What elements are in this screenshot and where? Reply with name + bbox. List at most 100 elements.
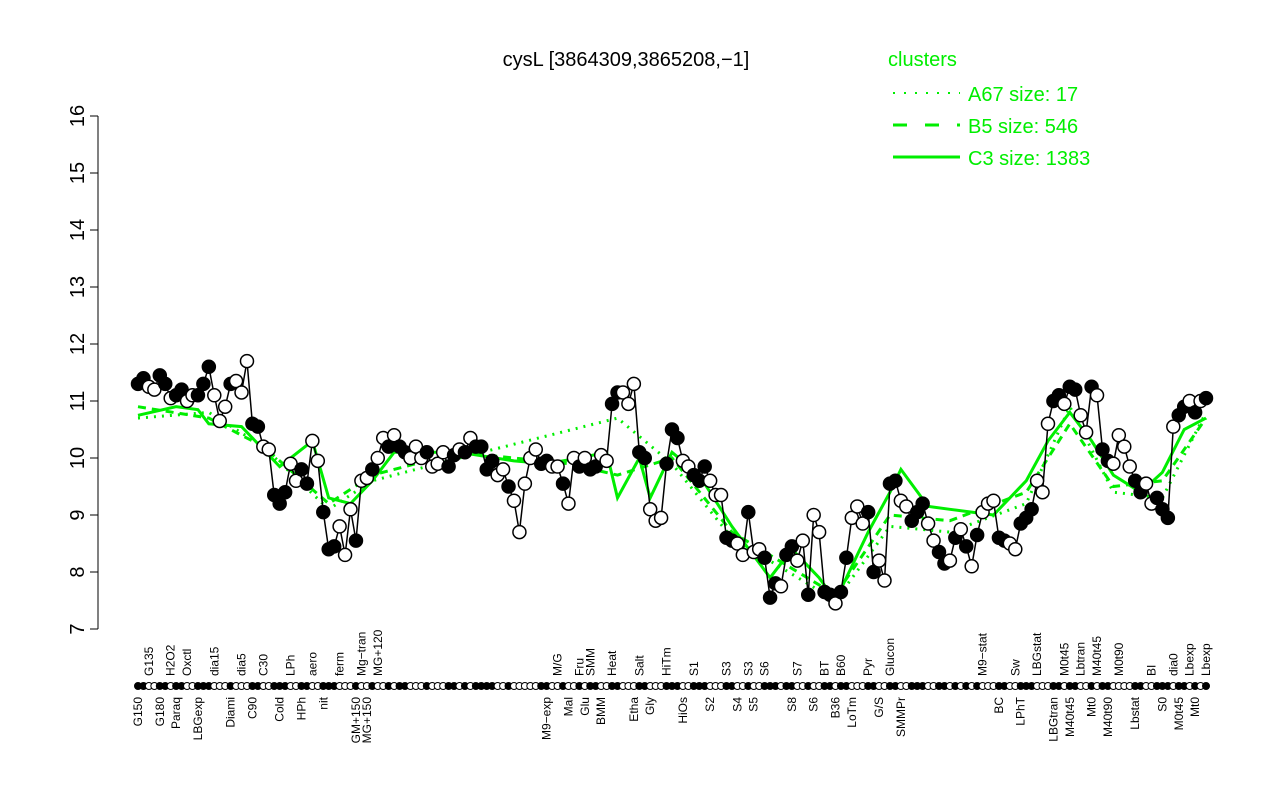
data-point [795, 533, 811, 548]
data-point [866, 564, 881, 580]
x-tick-label: LPhT [1014, 696, 1028, 725]
data-point [1073, 408, 1088, 423]
x-tick-label: LPh [284, 655, 298, 676]
x-tick-label: dia5 [235, 653, 249, 676]
y-tick-label: 16 [67, 105, 89, 127]
data-point [326, 539, 342, 554]
data-point [370, 450, 386, 466]
data-point [604, 396, 620, 412]
data-point [790, 553, 805, 568]
x-tick-label: Oxctl [180, 649, 194, 676]
x-tick-label: Diami [224, 697, 238, 728]
data-point [1122, 459, 1137, 474]
x-tick-label: C90 [245, 697, 259, 719]
data-point [157, 376, 173, 392]
y-axis: 7 8 9 10 11 12 13 14 15 16 [67, 105, 99, 635]
x-tick-label: G/S [872, 697, 886, 718]
data-point [561, 496, 576, 511]
data-point [1106, 456, 1121, 471]
data-point [773, 579, 789, 594]
data-point [969, 527, 985, 543]
x-tick-label: GM+150 [349, 697, 363, 744]
data-point [915, 496, 930, 511]
x-tick-label: Mal [561, 697, 575, 716]
x-tick-label: Pyr [861, 658, 875, 676]
data-point [762, 590, 778, 605]
x-tick-label: Lbstat [1128, 696, 1142, 729]
x-tick-label: M9−exp [540, 697, 554, 740]
data-point [702, 473, 718, 489]
x-tick-label: M/G [551, 653, 565, 676]
x-tick-label: C30 [256, 654, 270, 676]
x-tick-label: BT [818, 660, 832, 676]
x-tick-label: S2 [703, 697, 717, 712]
data-point [1067, 382, 1083, 397]
x-tick-label: Glu [578, 697, 592, 716]
data-point [234, 385, 249, 400]
data-point [713, 487, 729, 503]
x-tick-label: S7 [790, 661, 804, 676]
data-point [1138, 476, 1154, 491]
data-point [386, 427, 402, 443]
data-point [1160, 510, 1176, 526]
data-point [942, 553, 958, 568]
x-tick-label: LBGtran [1046, 697, 1060, 742]
data-point [305, 433, 320, 449]
x-tick-label: G135 [142, 646, 156, 676]
data-point [1024, 502, 1039, 517]
x-tick-label: H2O2 [164, 644, 178, 676]
data-point [512, 524, 527, 540]
x-tick-label: MG+150 [360, 697, 374, 744]
data-point [277, 484, 293, 500]
data-point [577, 450, 593, 466]
data-point [953, 522, 969, 537]
legend: clusters A67 size: 17 B5 size: 546 C3 si… [888, 49, 1090, 170]
x-tick-label: aero [305, 652, 319, 676]
data-point [958, 539, 974, 554]
x-tick-label: M40t45 [1063, 697, 1077, 737]
x-tick-label: Lbexp [1199, 643, 1213, 676]
data-point [626, 376, 642, 392]
data-point [348, 533, 364, 548]
data-point [615, 385, 631, 400]
y-tick-label: 8 [67, 566, 89, 577]
data-point [550, 459, 565, 474]
x-tick-label: Heat [605, 650, 619, 676]
data-point [757, 550, 772, 565]
data-point [637, 450, 653, 466]
data-point [800, 587, 816, 603]
x-tick-label: LoTm [845, 697, 859, 728]
data-point [964, 559, 979, 574]
data-point [332, 519, 347, 534]
y-tick-label: 10 [67, 447, 89, 469]
data-point [212, 413, 227, 429]
y-tick-label: 7 [67, 623, 89, 634]
y-tick-label: 12 [67, 333, 89, 355]
data-point [343, 502, 358, 517]
x-tick-label: M0t45 [1172, 697, 1186, 731]
data-point [261, 442, 277, 457]
data-point [855, 516, 870, 531]
data-point [828, 596, 843, 611]
data-point [811, 524, 827, 540]
data-point [1187, 405, 1203, 420]
data-point [337, 547, 353, 563]
x-tick-label: Lbtran [1074, 642, 1088, 676]
data-point [196, 376, 211, 392]
data-point [1008, 541, 1023, 557]
data-point [250, 419, 266, 434]
data-point [239, 353, 255, 369]
x-tick-label: Gly [643, 697, 657, 715]
data-point [1198, 390, 1214, 406]
x-tick-label: S5 [747, 697, 761, 712]
data-point [697, 459, 712, 474]
x-tick-label: Sw [1008, 659, 1022, 676]
data-point [419, 445, 435, 460]
data-point [926, 533, 941, 548]
chart-title: cysL [3864309,3865208,−1] [503, 49, 750, 71]
data-point [555, 476, 571, 491]
x-tick-label: Etha [627, 697, 641, 722]
x-tick-label: G180 [153, 697, 167, 727]
data-point [1078, 425, 1094, 440]
data-point [501, 479, 516, 494]
